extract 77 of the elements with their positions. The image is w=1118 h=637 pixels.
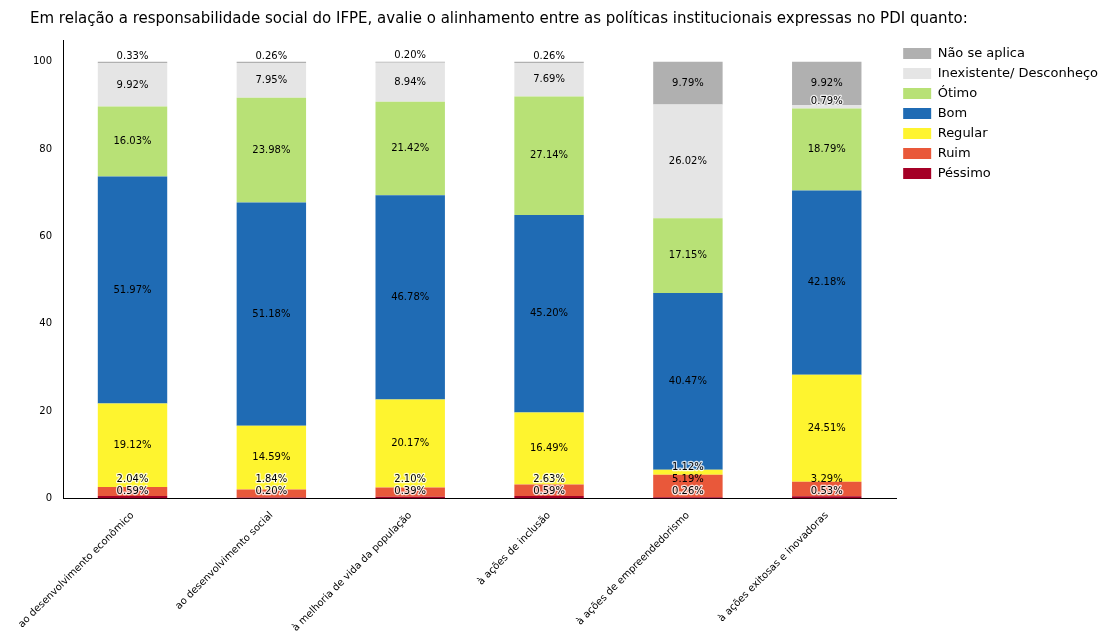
data-label: 0.20% — [394, 49, 427, 61]
data-label: 24.51% — [807, 421, 846, 433]
bar — [653, 104, 723, 219]
data-label: 23.98% — [252, 143, 291, 155]
data-label: 19.12% — [113, 438, 152, 450]
legend-label: Regular — [937, 124, 989, 140]
legend-label: Péssimo — [937, 164, 991, 180]
bar — [792, 374, 862, 482]
legend-label: Ruim — [937, 144, 971, 160]
bar — [653, 61, 723, 105]
data-label: 51.18% — [252, 307, 291, 319]
bar — [653, 218, 723, 294]
bar — [792, 105, 862, 109]
data-label: 0.39% — [394, 485, 427, 497]
bar — [514, 62, 584, 97]
legend-label: Não se aplica — [937, 44, 1025, 60]
bar — [236, 97, 307, 203]
data-label: 0.53% — [810, 485, 843, 497]
legend-label: Inexistente/ Desconheço — [937, 64, 1099, 80]
data-label: 9.92% — [116, 78, 149, 90]
bar — [375, 195, 445, 400]
bar — [236, 62, 307, 98]
data-label: 40.47% — [668, 375, 707, 387]
bar — [792, 190, 862, 375]
bar — [375, 101, 445, 196]
legend-label: Bom — [937, 104, 968, 120]
data-label: 0.26% — [672, 485, 704, 497]
data-label: 0.59% — [533, 485, 565, 497]
data-label: 27.14% — [529, 149, 569, 161]
data-label: 26.02% — [668, 154, 707, 166]
data-label: 7.95% — [255, 73, 288, 85]
data-label: 2.04% — [116, 473, 149, 485]
data-label: 45.20% — [529, 307, 569, 319]
data-label: 42.18% — [807, 276, 846, 288]
bar — [236, 202, 307, 426]
bar — [97, 63, 168, 107]
data-label: 18.79% — [807, 143, 846, 155]
data-label: 1.84% — [255, 473, 288, 485]
data-label: 0.59% — [116, 485, 149, 497]
data-label: 2.63% — [533, 473, 565, 485]
data-label: 2.10% — [394, 473, 427, 485]
data-label: 16.03% — [113, 135, 152, 147]
chart-title: Em relação a responsabilidade social do IFPE, avalie o alinhamento entre as políticas institucionais expressas no PDI quanto: — [30, 8, 968, 27]
data-label: 20.17% — [391, 437, 430, 449]
bar — [375, 399, 445, 488]
data-label: 46.78% — [391, 290, 430, 302]
bar — [792, 108, 862, 191]
data-label: 0.79% — [810, 95, 843, 107]
data-label: 5.19% — [672, 473, 704, 485]
data-label: 0.26% — [533, 49, 565, 61]
data-label: 16.49% — [529, 442, 569, 453]
bar — [375, 62, 445, 102]
bar — [97, 403, 168, 487]
bar — [653, 293, 723, 470]
bar — [514, 96, 584, 216]
y-tick-label: 60 — [39, 230, 53, 242]
y-tick-label: 0 — [45, 492, 53, 504]
bar — [514, 412, 584, 485]
data-label: 0.26% — [255, 49, 288, 61]
bar — [514, 215, 584, 413]
data-label: 14.59% — [252, 451, 291, 463]
legend-label: Ótimo — [937, 84, 978, 100]
data-label: 9.92% — [810, 77, 843, 89]
data-label: 21.42% — [391, 142, 430, 154]
y-tick-label: 40 — [39, 317, 53, 329]
data-label: 51.97% — [113, 283, 152, 295]
data-label: 8.94% — [394, 75, 427, 87]
data-label: 9.79% — [672, 76, 704, 88]
data-label: 0.33% — [116, 49, 149, 61]
data-label: 7.69% — [533, 73, 565, 85]
bar — [97, 106, 168, 177]
data-label: 3.29% — [810, 473, 843, 485]
y-tick-label: 80 — [39, 142, 53, 154]
data-label: 17.15% — [668, 249, 707, 261]
y-tick-label: 100 — [32, 55, 53, 67]
bar — [97, 176, 168, 404]
y-tick-label: 20 — [39, 404, 53, 416]
